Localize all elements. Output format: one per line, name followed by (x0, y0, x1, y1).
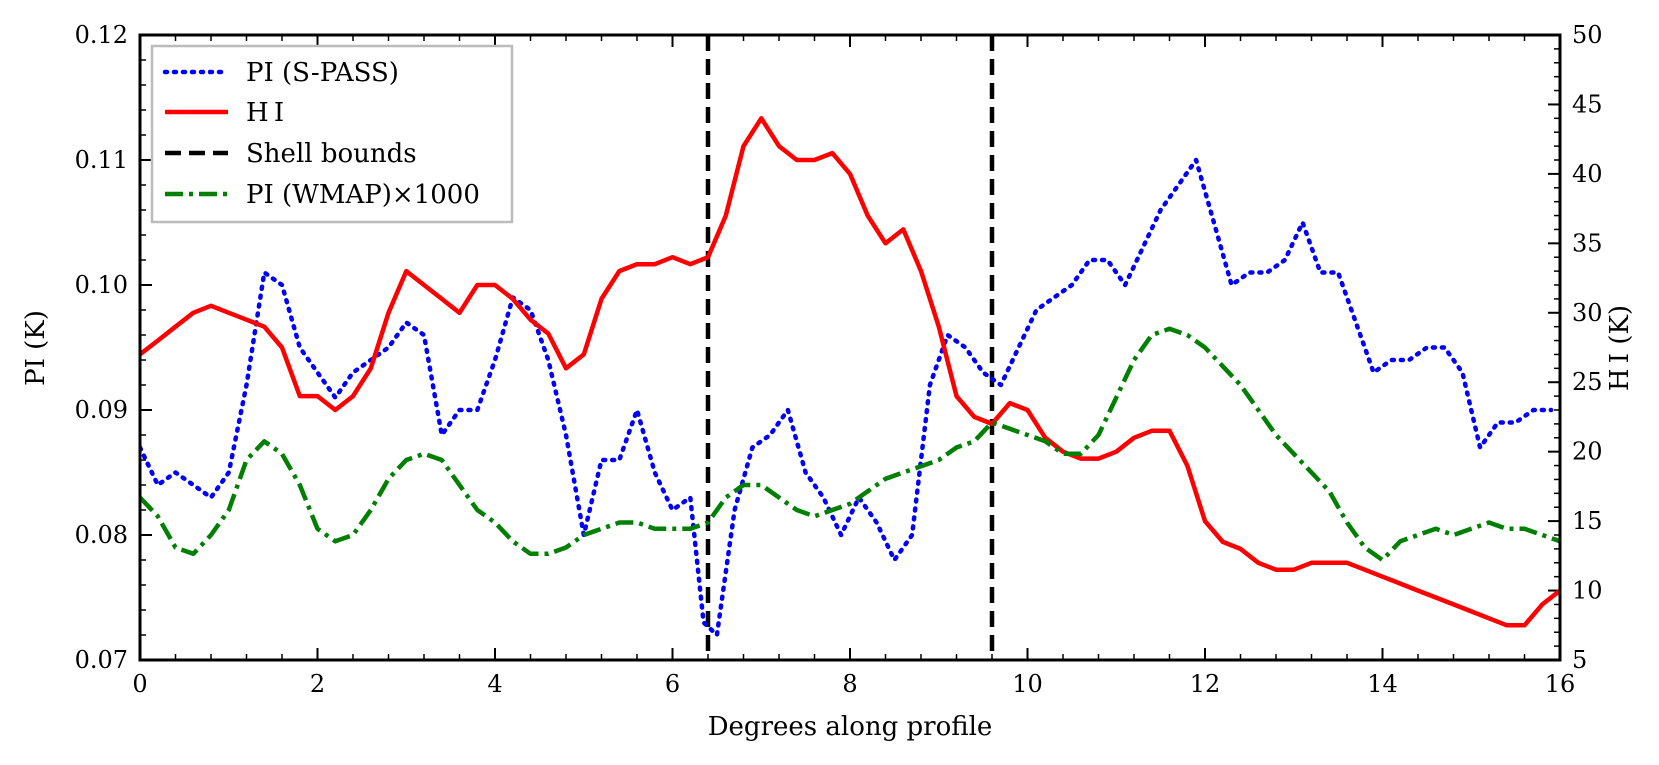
plot-frame (138, 33, 1562, 662)
x-tick-label: 10 (1012, 670, 1043, 698)
y-left-tick-label: 0.07 (75, 646, 128, 674)
x-tick-label: 2 (310, 670, 325, 698)
y-right-tick-label: 30 (1572, 299, 1603, 327)
y-left-tick-label: 0.10 (75, 271, 128, 299)
x-tick-label: 6 (665, 670, 680, 698)
series-line-2 (140, 326, 1560, 563)
y-right-tick-label: 15 (1572, 507, 1603, 535)
legend-label-wmap: PI (WMAP)×1000 (246, 180, 480, 210)
x-axis-title: Degrees along profile (708, 712, 993, 742)
left-y-axis-title: PI (K) (21, 310, 51, 386)
legend: PI (S-PASS) H I Shell bounds PI (WMAP)×1… (150, 44, 514, 224)
x-tick-label: 4 (487, 670, 502, 698)
y-left-tick-label: 0.09 (75, 396, 128, 424)
y-right-tick-label: 40 (1572, 160, 1603, 188)
y-left-tick-label: 0.12 (75, 21, 128, 49)
x-tick-label: 14 (1367, 670, 1398, 698)
y-right-tick-label: 25 (1572, 368, 1603, 396)
y-right-tick-label: 45 (1572, 90, 1603, 118)
x-tick-label: 0 (132, 670, 147, 698)
y-right-tick-label: 5 (1572, 646, 1587, 674)
legend-label-spass: PI (S-PASS) (246, 58, 399, 88)
y-right-tick-label: 35 (1572, 229, 1603, 257)
x-tick-label: 8 (842, 670, 857, 698)
x-tick-label: 16 (1545, 670, 1576, 698)
y-right-tick-label: 50 (1572, 21, 1603, 49)
y-right-tick-label: 20 (1572, 438, 1603, 466)
y-left-tick-label: 0.11 (75, 146, 128, 174)
tick-labels: 0 2 4 6 8 10 12 14 16 0.07 0.08 0.09 0.10 0.11 0.12 5 10… (75, 21, 1603, 698)
legend-label-hi: H I (246, 98, 284, 128)
x-tick-label: 12 (1190, 670, 1221, 698)
series-line-1 (140, 116, 1560, 628)
right-y-axis-title: H I (K) (1605, 305, 1635, 391)
y-right-tick-label: 10 (1572, 577, 1603, 605)
series-layer (140, 35, 1560, 660)
y-left-tick-label: 0.08 (75, 521, 128, 549)
legend-label-shell: Shell bounds (246, 139, 417, 169)
